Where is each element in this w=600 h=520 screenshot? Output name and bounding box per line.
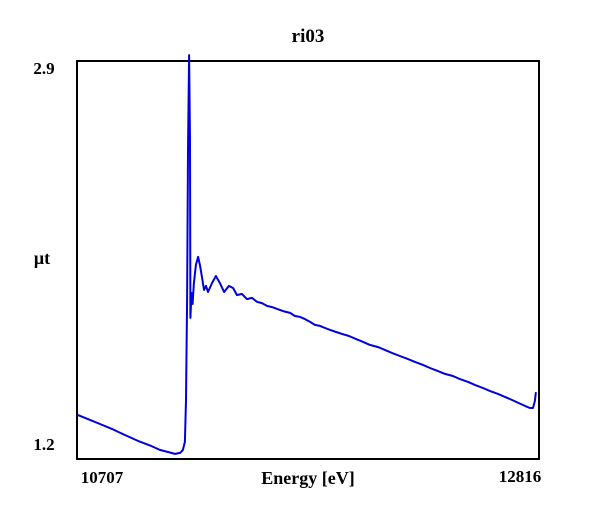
x-axis-label: Energy [eV] — [261, 468, 355, 488]
x-axis-tick-min: 10707 — [80, 468, 124, 487]
x-axis-tick-max: 12816 — [498, 467, 542, 486]
y-axis-tick-max: 2.9 — [33, 59, 55, 78]
y-axis-tick-min: 1.2 — [33, 435, 55, 454]
plot-frame — [76, 60, 540, 460]
chart-title: ri03 — [291, 26, 325, 47]
y-axis-label: μt — [33, 248, 51, 268]
